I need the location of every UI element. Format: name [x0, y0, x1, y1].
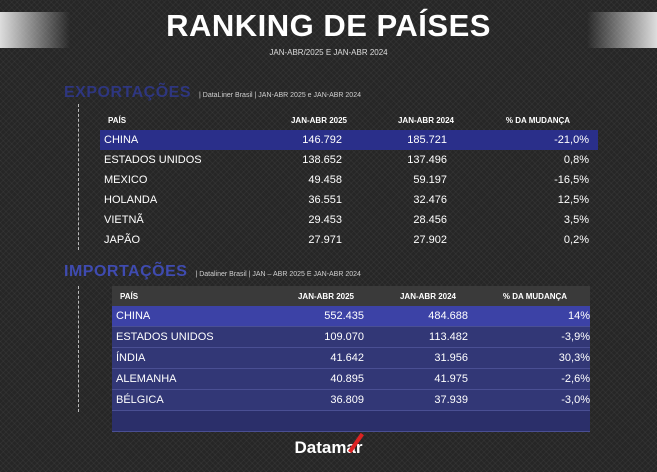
value-2025-cell: 109.070 [324, 331, 364, 343]
table-row: JAPÃO 27.971 27.902 0,2% [100, 230, 598, 250]
value-2025-cell: 27.971 [308, 234, 342, 246]
exports-divider-line [78, 104, 79, 250]
imports-header-row: PAÍS JAN-ABR 2025 JAN-ABR 2024 % DA MUDA… [112, 286, 590, 306]
value-2025-cell: 49.458 [308, 174, 342, 186]
value-2025-cell: 36.551 [308, 194, 342, 206]
table-row: ÍNDIA 41.642 31.956 30,3% [112, 348, 590, 369]
value-2025-cell: 138.652 [302, 154, 342, 166]
country-cell: JAPÃO [104, 234, 141, 246]
value-2025-cell: 36.809 [330, 394, 364, 406]
change-cell: -21,0% [554, 134, 589, 146]
change-cell: 3,5% [563, 214, 589, 226]
value-2024-cell: 37.939 [434, 394, 468, 406]
table-row: BÉLGICA 36.809 37.939 -3,0% [112, 390, 590, 411]
change-cell: 14% [567, 310, 590, 322]
value-2024-cell: 41.975 [434, 373, 468, 385]
country-cell: ESTADOS UNIDOS [104, 154, 202, 166]
country-cell: BÉLGICA [116, 394, 164, 406]
country-cell: CHINA [116, 310, 151, 322]
value-2024-cell: 113.482 [429, 331, 468, 343]
value-2024-cell: 31.956 [434, 352, 468, 364]
country-cell: VIETNÃ [104, 214, 144, 226]
value-2025-cell: 41.642 [330, 352, 364, 364]
value-2024-cell: 185.721 [407, 134, 447, 146]
country-cell: ÍNDIA [116, 352, 146, 364]
table-row: HOLANDA 36.551 32.476 12,5% [100, 190, 598, 210]
datamar-logo: Datamar [294, 438, 363, 457]
country-cell: ESTADOS UNIDOS [116, 331, 214, 343]
value-2025-cell: 146.792 [302, 134, 342, 146]
table-row: MEXICO 49.458 59.197 -16,5% [100, 170, 598, 190]
exports-header-2025: JAN-ABR 2025 [290, 115, 348, 125]
imports-header-country: PAÍS [120, 291, 139, 301]
table-row: CHINA 146.792 185.721 -21,0% [100, 130, 598, 150]
value-2025-cell: 40.895 [330, 373, 364, 385]
imports-section-header: IMPORTAÇÕES | Dataliner Brasil | JAN – A… [64, 263, 361, 281]
value-2024-cell: 484.688 [428, 310, 468, 322]
page-subtitle: JAN-ABR/2025 E JAN-ABR 2024 [269, 48, 388, 57]
empty-row [112, 411, 590, 432]
table-row: VIETNÃ 29.453 28.456 3,5% [100, 210, 598, 230]
value-2024-cell: 28.456 [413, 214, 447, 226]
exports-section-header: EXPORTAÇÕES | DataLiner Brasil | JAN-ABR… [64, 84, 361, 102]
corner-gradient-left [0, 12, 70, 48]
table-row: ESTADOS UNIDOS 109.070 113.482 -3,9% [112, 327, 590, 348]
value-2024-cell: 27.902 [413, 234, 447, 246]
imports-title: IMPORTAÇÕES [64, 263, 188, 280]
table-row: CHINA 552.435 484.688 14% [112, 306, 590, 327]
imports-table: PAÍS JAN-ABR 2025 JAN-ABR 2024 % DA MUDA… [112, 286, 590, 432]
change-cell: 0,8% [563, 154, 589, 166]
exports-table: PAÍS JAN-ABR 2025 JAN-ABR 2024 % DA MUDA… [100, 110, 598, 250]
exports-title: EXPORTAÇÕES [64, 84, 191, 101]
value-2024-cell: 59.197 [413, 174, 447, 186]
country-cell: CHINA [104, 134, 139, 146]
value-2024-cell: 32.476 [413, 194, 447, 206]
table-row: ALEMANHA 40.895 41.975 -2,6% [112, 369, 590, 390]
exports-note: | DataLiner Brasil | JAN-ABR 2025 e JAN-… [199, 92, 361, 99]
imports-note: | Dataliner Brasil | JAN – ABR 2025 E JA… [195, 271, 361, 278]
change-cell: 0,2% [563, 234, 589, 246]
change-cell: 12,5% [557, 194, 589, 206]
country-cell: HOLANDA [104, 194, 158, 206]
imports-header-2024: JAN-ABR 2024 [399, 291, 457, 301]
page-title: RANKING DE PAÍSES [166, 8, 491, 43]
exports-header-2024: JAN-ABR 2024 [397, 115, 455, 125]
country-cell: MEXICO [104, 174, 148, 186]
change-cell: -16,5% [554, 174, 589, 186]
exports-header-change: % DA MUDANÇA [505, 115, 571, 125]
change-cell: -3,0% [561, 394, 590, 406]
change-cell: -2,6% [561, 373, 590, 385]
exports-header-row: PAÍS JAN-ABR 2025 JAN-ABR 2024 % DA MUDA… [100, 110, 598, 130]
value-2024-cell: 137.496 [407, 154, 447, 166]
country-cell: ALEMANHA [116, 373, 177, 385]
imports-divider-line [78, 286, 79, 412]
value-2025-cell: 552.435 [324, 310, 364, 322]
imports-header-change: % DA MUDANÇA [502, 291, 568, 301]
value-2025-cell: 29.453 [308, 214, 342, 226]
change-cell: -3,9% [561, 331, 590, 343]
corner-gradient-right [587, 12, 657, 48]
table-row: ESTADOS UNIDOS 138.652 137.496 0,8% [100, 150, 598, 170]
change-cell: 30,3% [558, 352, 590, 364]
exports-header-country: PAÍS [108, 115, 127, 125]
imports-header-2025: JAN-ABR 2025 [297, 291, 355, 301]
